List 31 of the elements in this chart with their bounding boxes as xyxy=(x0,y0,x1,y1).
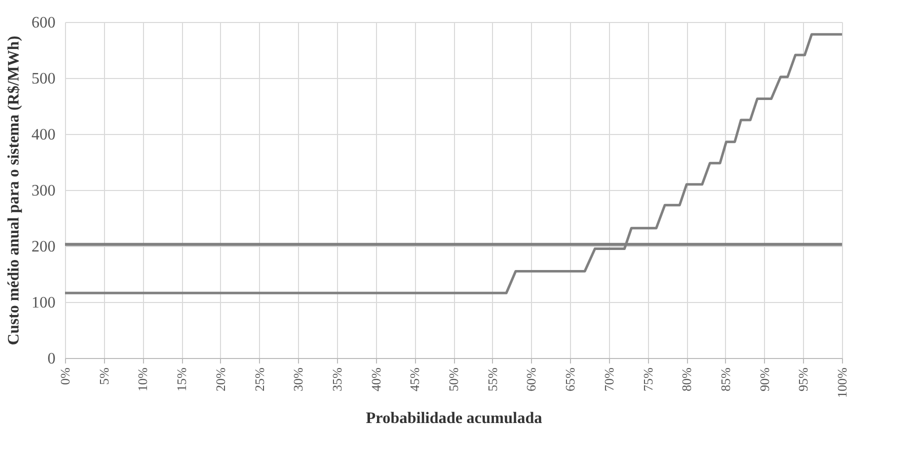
x-tick-label: 30% xyxy=(290,367,306,392)
y-tick-label: 600 xyxy=(32,14,56,32)
x-tick-label: 10% xyxy=(135,367,150,392)
x-tick-label: 55% xyxy=(484,367,500,392)
x-tick-label: 100% xyxy=(834,367,850,398)
x-tick-label: 20% xyxy=(212,367,228,392)
x-axis-title: Probabilidade acumulada xyxy=(366,410,542,427)
x-tick-label: 40% xyxy=(368,367,384,392)
x-tick-label: 95% xyxy=(796,367,811,392)
x-tick-label: 60% xyxy=(524,367,539,392)
x-tick-label: 85% xyxy=(718,367,733,392)
x-tick-label: 35% xyxy=(329,367,344,392)
x-tick-label: 90% xyxy=(756,367,772,392)
y-tick-label: 500 xyxy=(32,70,56,88)
y-tick-label: 200 xyxy=(32,238,56,256)
y-tick-label: 0 xyxy=(48,350,56,368)
y-tick-label: 400 xyxy=(32,126,56,144)
y-tick-label: 300 xyxy=(32,182,56,200)
x-tick-label: 75% xyxy=(640,367,656,392)
x-tick-label: 15% xyxy=(174,367,190,392)
x-tick-label: 65% xyxy=(562,367,578,392)
x-tick-label: 50% xyxy=(446,367,461,392)
line-series xyxy=(64,33,844,294)
x-tick-label: 80% xyxy=(679,367,694,392)
x-tick-label: 5% xyxy=(96,367,112,385)
y-axis-title: Custo médio anual para o sistema (R$/MWh) xyxy=(6,36,22,346)
x-tick-label: 70% xyxy=(601,367,616,392)
x-tick-label: 0% xyxy=(58,367,72,385)
y-tick-label: 100 xyxy=(32,294,56,312)
x-tick-label: 45% xyxy=(407,367,422,392)
x-tick-label: 25% xyxy=(252,367,267,392)
